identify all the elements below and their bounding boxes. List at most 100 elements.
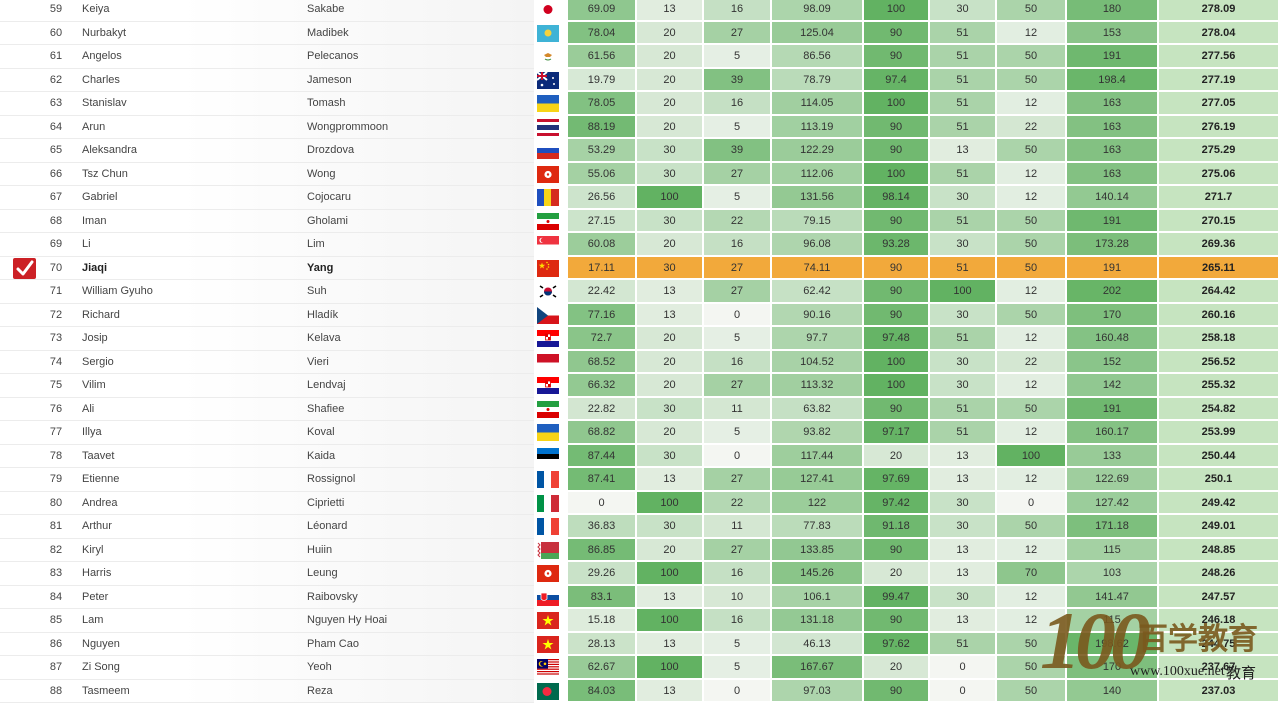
total-score-cell: 276.19 [1159,115,1280,138]
first-name-cell: Andrea [82,496,118,509]
first-name-cell: Josip [82,332,108,344]
score-cell: 20 [637,21,704,44]
score-cell: 20 [637,68,704,91]
score-cell: 16 [704,562,772,585]
table-row[interactable]: 87 Zi Song Yeoh 62.67 100 5 167.67 20 0 50 170 237.… [0,656,1280,680]
table-row[interactable]: 83 Harris Leung 29.26 100 16 145.26 20 13 70 103 24… [0,562,1280,586]
score-cell: 0 [997,491,1067,514]
croatia-flag-icon [537,377,559,394]
score-cell: 83.1 [568,585,637,608]
score-cell: 163 [1067,162,1159,185]
table-row[interactable]: 73 Josip Kelava 72.7 20 5 97.7 97.48 51 12 160.48 2… [0,327,1280,351]
table-row[interactable]: 86 Nguyen Pham Cao 28.13 13 5 46.13 97.62 51 50 19… [0,632,1280,656]
table-row[interactable]: 88 Tasmeem Reza 84.03 13 0 97.03 90 0 50 140 237.03 [0,679,1280,703]
score-cell: 78.05 [568,92,637,115]
score-cell: 30 [637,209,704,232]
watermark-name-small: 教育 [1226,664,1257,682]
score-cell: 99.47 [864,585,930,608]
total-score-cell: 249.01 [1159,515,1280,538]
table-row[interactable]: 65 Aleksandra Drozdova 53.29 30 39 122.29 90 13 5… [0,139,1280,163]
rank-cell: 73 [49,332,63,344]
score-cell: 51 [930,256,997,279]
score-cell: 96.08 [772,233,864,256]
table-row[interactable]: 85 Lam Nguyen Hy Hoai 15.18 100 16 131.18 90 13 1… [0,609,1280,633]
score-cell: 163 [1067,115,1159,138]
score-cell: 98.09 [772,0,864,21]
row-left-panel [0,374,534,398]
score-cell: 51 [930,327,997,350]
table-row[interactable]: 78 Taavet Kaida 87.44 30 0 117.44 20 13 100 133 250… [0,444,1280,468]
total-score-cell: 277.19 [1159,68,1280,91]
table-row[interactable]: 64 Arun Wongprommoon 88.19 20 5 113.19 90 51 22 16… [0,115,1280,139]
table-row[interactable]: 69 Li Lim 60.08 20 16 96.08 93.28 30 50 173.28 269.… [0,233,1280,257]
table-row[interactable]: 82 Kiryl Huiin 86.85 20 27 133.85 90 13 12 115 248.… [0,538,1280,562]
table-row[interactable]: 74 Sergio Vieri 68.52 20 16 104.52 100 30 22 152 25… [0,350,1280,374]
score-cell: 16 [704,609,772,632]
score-cell: 13 [930,538,997,561]
total-score-cell: 275.06 [1159,162,1280,185]
check-icon[interactable] [13,257,36,279]
row-left-panel [0,68,534,92]
japan-flag-icon [537,1,559,18]
score-cell: 50 [997,656,1067,679]
score-cell: 100 [864,374,930,397]
table-row[interactable]: 59 Keiya Sakabe 69.09 13 16 98.09 100 30 50 180 278… [0,0,1280,22]
score-cell: 51 [930,45,997,68]
table-row[interactable]: 67 Gabriel Cojocaru 26.56 100 5 131.56 98.14 30 1… [0,186,1280,210]
row-left-panel [0,0,534,22]
table-row[interactable]: 68 Iman Gholami 27.15 30 22 79.15 90 51 50 191 270.… [0,209,1280,233]
score-cell: 30 [930,186,997,209]
row-left-panel [0,139,534,163]
last-name-cell: Leung [307,567,338,579]
score-cell: 30 [637,444,704,467]
rank-cell: 84 [49,590,63,603]
last-name-cell: Suh [307,285,327,297]
score-cell: 13 [930,444,997,467]
score-cell: 30 [930,374,997,397]
table-row[interactable]: 71 William Gyuho Suh 22.42 13 27 62.42 90 100 12 2… [0,280,1280,304]
score-cell: 127.41 [772,468,864,491]
table-row[interactable]: 80 Andrea Ciprietti 0 100 22 122 97.42 30 0 127.42… [0,491,1280,515]
table-row[interactable]: 66 Tsz Chun Wong 55.06 30 27 112.06 100 51 12 163 2… [0,162,1280,186]
score-cell: 12 [997,162,1067,185]
table-row[interactable]: 76 Ali Shafiee 22.82 30 11 63.82 90 51 50 191 254.8… [0,397,1280,421]
table-row[interactable]: 77 Illya Koval 68.82 20 5 93.82 97.17 51 12 160.17… [0,421,1280,445]
first-name-cell: Nurbakyt [82,26,127,39]
last-name-cell: Gholami [307,214,348,227]
rank-cell: 81 [49,520,63,532]
china-flag-icon [537,259,559,277]
score-cell: 90 [864,397,930,420]
score-cell: 50 [997,515,1067,538]
table-row[interactable]: 70 Jiaqi Yang 17.11 30 27 74.11 90 51 50 191 265.11 [0,256,1280,280]
table-row[interactable]: 61 Angelos Pelecanos 61.56 20 5 86.56 90 51 50 191… [0,45,1280,69]
score-cell: 12 [997,538,1067,561]
table-row[interactable]: 63 Stanislav Tomash 78.05 20 16 114.05 100 51 12 1… [0,92,1280,116]
row-left-panel [0,256,534,280]
score-cell: 30 [637,397,704,420]
score-cell: 79.15 [772,209,864,232]
score-cell: 30 [637,162,704,185]
row-left-panel [0,350,534,374]
table-row[interactable]: 75 Vilim Lendvaj 66.32 20 27 113.32 100 30 12 142 2… [0,374,1280,398]
score-cell: 90 [864,256,930,279]
score-cell: 50 [997,397,1067,420]
total-score-cell: 258.18 [1159,327,1280,350]
total-score-cell: 247.57 [1159,585,1280,608]
table-row[interactable]: 79 Etienne Rossignol 87.41 13 27 127.41 97.69 13… [0,468,1280,492]
table-row[interactable]: 72 Richard Hladík 77.16 13 0 90.16 90 30 50 170 260… [0,303,1280,327]
score-cell: 103 [1067,562,1159,585]
score-cell: 90 [864,115,930,138]
total-score-cell: 264.42 [1159,280,1280,303]
table-row[interactable]: 81 Arthur Léonard 36.83 30 11 77.83 91.18 30 50 17… [0,515,1280,539]
vietnam-flag-icon [537,635,559,653]
score-cell: 50 [997,256,1067,279]
first-name-cell: Illya [82,426,102,438]
table-row[interactable]: 60 Nurbakyt Madibek 78.04 20 27 125.04 90 51 12 15… [0,21,1280,45]
total-score-cell: 254.82 [1159,397,1280,420]
score-cell: 100 [864,350,930,373]
score-cell: 70 [997,562,1067,585]
table-row[interactable]: 84 Peter Raibovsky 83.1 13 10 106.1 99.47 30 12 14… [0,585,1280,609]
last-name-cell: Léonard [307,520,348,532]
score-cell: 113.32 [772,374,864,397]
table-row[interactable]: 62 Charles Jameson 19.79 20 39 78.79 97.4 51 50 19… [0,68,1280,92]
